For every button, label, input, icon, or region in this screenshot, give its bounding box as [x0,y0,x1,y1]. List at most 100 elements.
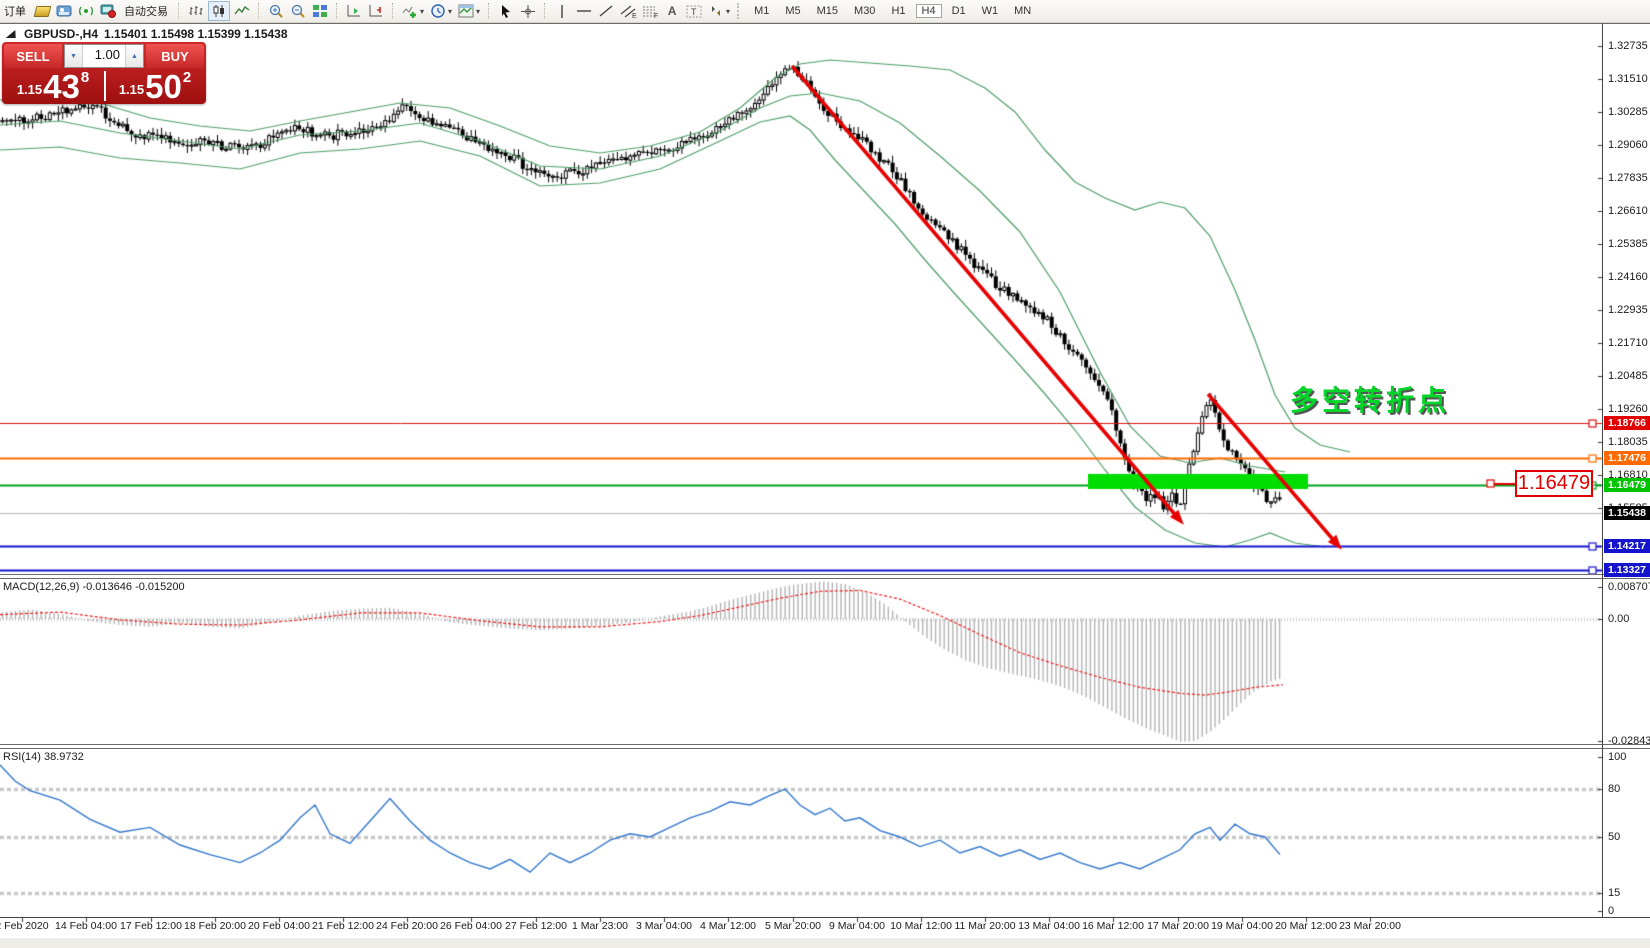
chart-top-border [0,23,1650,24]
window-bottom-edge [0,938,1650,948]
bid-price-sup: 8 [80,69,90,86]
chart-title: GBPUSD-,H4 1.15401 1.15498 1.15399 1.154… [5,27,288,41]
text-icon[interactable]: A [667,4,677,18]
price-tick-label: 1.26610 [1608,205,1648,217]
time-axis-label: 13 Mar 04:00 [1018,920,1080,932]
price-badge: 1.17476 [1604,451,1650,465]
time-axis-label: 20 Mar 12:00 [1275,920,1337,932]
time-axis-label: 17 Mar 20:00 [1147,920,1209,932]
add-indicator-dropdown-icon[interactable]: ▾ [420,6,425,16]
autotrade-button[interactable]: 自动交易 [124,6,168,18]
timeframe-mn[interactable]: MN [1014,5,1032,17]
price-tick-label: 1.32735 [1608,40,1648,52]
templates-dropdown-icon[interactable]: ▾ [476,6,481,16]
ask-price-sup: 2 [182,69,192,86]
templates-icon[interactable] [456,2,476,20]
price-callout-box[interactable]: 1.16479 [1515,470,1593,497]
vertical-line-icon[interactable] [552,2,572,20]
volume-input[interactable]: 1.00 [94,47,120,62]
signals-icon[interactable] [76,2,96,20]
sell-button[interactable]: SELL [4,44,62,68]
bid-price[interactable]: 1.15 43 8 [2,68,104,104]
tile-windows-icon[interactable] [310,2,330,20]
timeframe-toolbar: M1 M5 M15 M30 H1 H4 D1 W1 MN [748,4,1037,18]
add-indicator-icon[interactable] [400,2,420,20]
time-axis-label: 18 Feb 20:00 [184,920,246,932]
zoom-out-icon[interactable] [288,2,308,20]
time-axis-label: 4 Mar 12:00 [699,920,757,932]
time-axis-label: 3 Mar 04:00 [635,920,693,932]
cursor-icon[interactable] [496,2,516,20]
svg-text:T: T [691,7,697,17]
price-tick-label: 1.25385 [1608,238,1648,250]
timeframe-m30[interactable]: M30 [854,5,876,17]
price-axis-border [1602,23,1603,918]
trend-annotation-text[interactable]: 多空转折点 [1290,385,1451,416]
buy-button[interactable]: BUY [146,44,204,68]
svg-text:F: F [654,13,658,19]
ask-price[interactable]: 1.15 50 2 [104,68,206,104]
fibonacci-icon[interactable]: F [640,2,660,20]
price-tick-label: 1.24160 [1608,271,1648,283]
timeframe-m5[interactable]: M5 [785,5,801,17]
time-axis-label: 26 Feb 04:00 [440,920,502,932]
volume-increase-icon[interactable]: ▲ [125,45,143,67]
price-tick-label: 1.21710 [1608,337,1648,349]
price-badge: 1.14217 [1604,539,1650,553]
horizontal-line-icon[interactable] [574,2,594,20]
rsi-axis-label: 80 [1608,783,1621,795]
timeframe-w1[interactable]: W1 [981,5,999,17]
auto-scroll-icon[interactable] [366,2,386,20]
price-tick-label: 1.18035 [1608,436,1648,448]
equidistant-channel-icon[interactable]: E [618,2,638,20]
price-badge: 1.13327 [1604,563,1650,577]
crosshair-icon[interactable] [518,2,538,20]
macd-label: MACD(12,26,9) -0.013646 -0.015200 [3,581,185,593]
zoom-in-icon[interactable] [266,2,286,20]
line-chart-icon[interactable] [232,2,252,20]
chart-ohlc-values: 1.15401 1.15498 1.15399 1.15438 [104,27,288,41]
chart-window-icon [5,30,21,38]
time-axis-label: 24 Feb 20:00 [376,920,438,932]
volume-spinner: ▼ 1.00 ▲ [64,44,144,68]
periods-dropdown-icon[interactable]: ▾ [448,6,453,16]
time-axis-label: 23 Mar 20:00 [1339,920,1401,932]
arrows-dropdown-icon[interactable]: ▾ [726,6,731,16]
price-tick-label: 1.30285 [1608,106,1648,118]
candlestick-chart-icon[interactable] [208,1,230,21]
timeframe-h1[interactable]: H1 [891,5,906,17]
price-tick-label: 1.29060 [1608,139,1648,151]
price-tick-label: 1.27835 [1608,172,1648,184]
orders-button[interactable]: 订单 [4,6,26,18]
timeframe-d1[interactable]: D1 [951,5,966,17]
trendline-icon[interactable] [596,2,616,20]
timeframe-m1[interactable]: M1 [754,5,770,17]
macd-panel-separator[interactable] [0,574,1650,579]
ask-price-big: 50 [145,67,182,105]
periods-icon[interactable] [428,2,448,20]
rsi-panel-separator[interactable] [0,744,1650,749]
autotrade-icon[interactable] [98,2,118,20]
community-icon[interactable] [54,2,74,20]
svg-text:E: E [632,13,637,19]
price-tick-label: 1.31510 [1608,73,1648,85]
price-tick-label: 1.19260 [1608,403,1648,415]
text-label-icon[interactable]: T [684,2,704,20]
rsi-axis-label: 50 [1608,831,1621,843]
time-axis-label: 17 Feb 12:00 [120,920,182,932]
chart-shift-icon[interactable] [344,2,364,20]
timeframe-h4[interactable]: H4 [915,4,942,18]
volume-decrease-icon[interactable]: ▼ [65,45,83,67]
new-order-icon[interactable] [32,2,52,20]
bar-chart-icon[interactable] [186,2,206,20]
time-axis-label: 16 Mar 12:00 [1082,920,1144,932]
timeframe-m15[interactable]: M15 [816,5,839,17]
rsi-axis-label: 100 [1608,751,1627,763]
bid-price-prefix: 1.15 [16,82,43,97]
main-toolbar: 订单 自动交易 ▾ ▾ ▾ [0,0,1650,23]
bid-ask-display: 1.15 43 8 1.15 50 2 [2,68,206,104]
time-axis-border [0,917,1650,918]
arrows-icon[interactable] [706,2,726,20]
price-badge: 1.16479 [1604,478,1650,492]
